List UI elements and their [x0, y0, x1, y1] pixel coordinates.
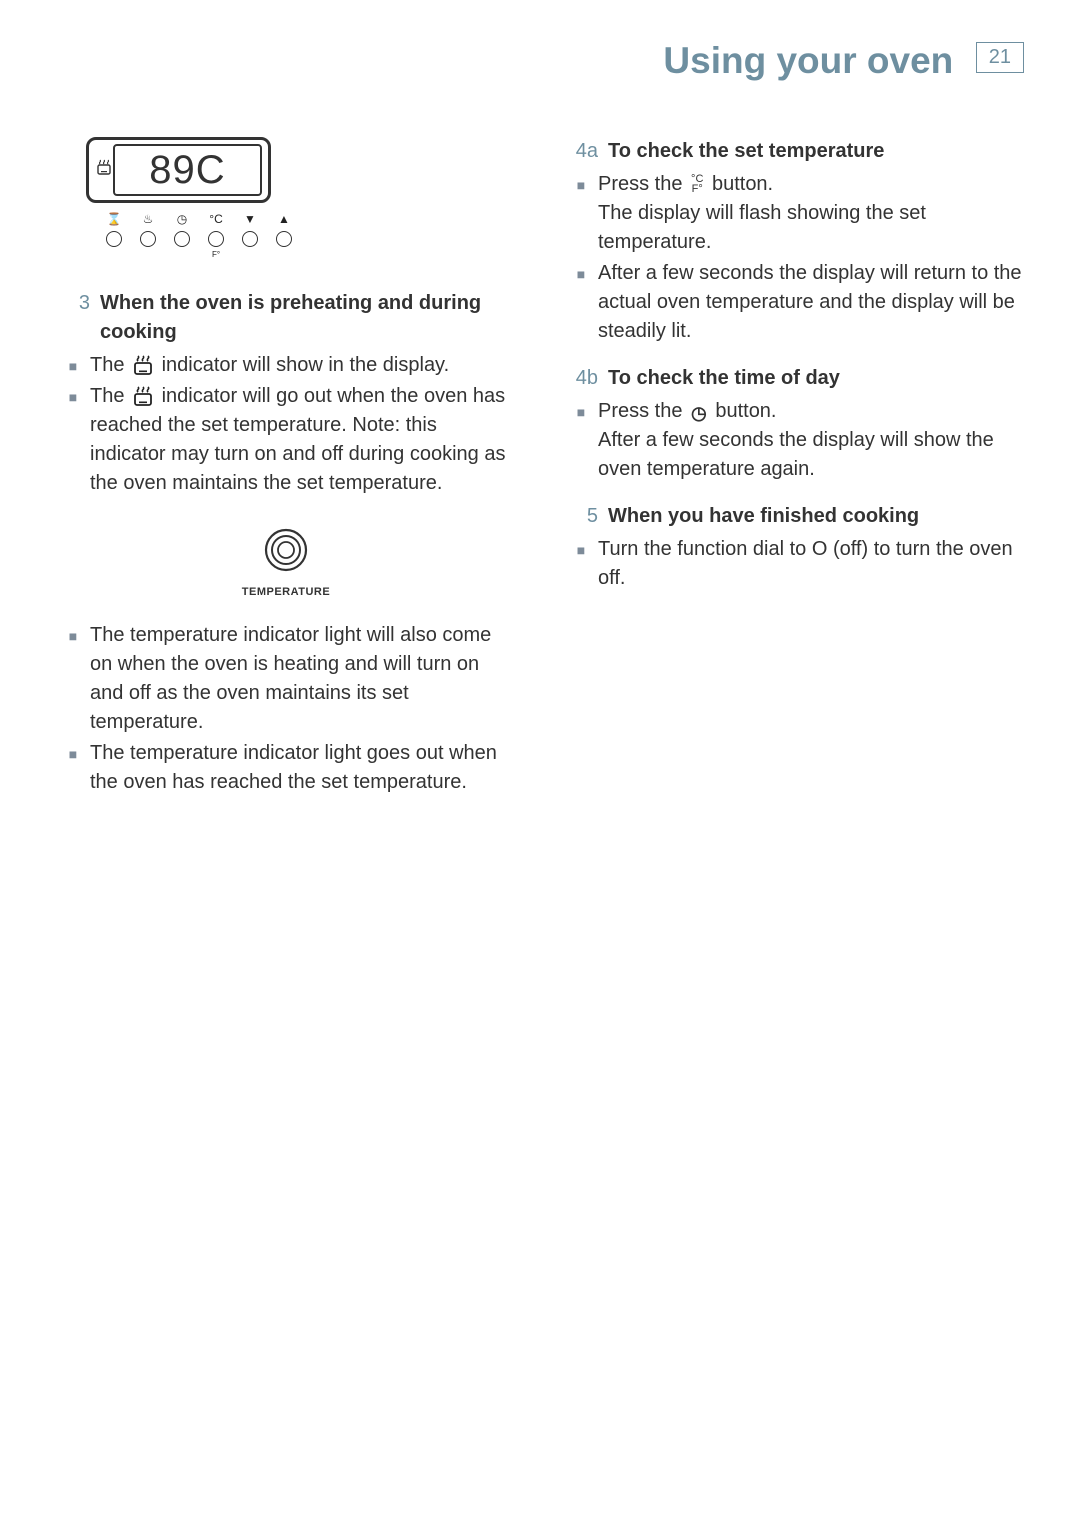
bullet-icon: ■ [56, 351, 90, 380]
section-heading: When you have finished cooking [608, 502, 919, 531]
clock-button-icon: ◷ [691, 400, 707, 426]
page-title: Using your oven [663, 40, 953, 82]
display-button-row: ⌛ ♨ ◷ °C [86, 213, 516, 259]
bullet-text: Turn the function dial to O (off) to tur… [598, 535, 1024, 593]
knob-icon [264, 528, 308, 572]
bullet-item: ■ The indicator will show in the display… [56, 351, 516, 380]
oven-indicator-icon [133, 382, 153, 411]
bullet-item: ■ After a few seconds the display will r… [564, 259, 1024, 346]
section-3-heading: 3 When the oven is preheating and during… [56, 289, 516, 347]
down-icon: ▼ [244, 213, 256, 229]
right-column: 4a To check the set temperature ■ Press … [564, 137, 1024, 799]
knob-label: TEMPERATURE [56, 585, 516, 601]
temp-unit-button-icon: °CF° [691, 174, 703, 194]
display-btn-clock: ◷ [172, 213, 192, 259]
display-frame: 89C [86, 137, 271, 203]
bullet-item: ■ Press the ◷ button. After a few second… [564, 397, 1024, 484]
display-heating-icon [95, 159, 113, 180]
section-5-heading: 5 When you have finished cooking [564, 502, 1024, 531]
bullet-icon: ■ [56, 739, 90, 797]
bullet-item: ■ The temperature indicator light goes o… [56, 739, 516, 797]
bullet-text: The temperature indicator light goes out… [90, 739, 516, 797]
bullet-text: The indicator will go out when the oven … [90, 382, 516, 498]
bullet-text: Press the °CF° button. The display will … [598, 170, 1024, 257]
bullet-icon: ■ [56, 382, 90, 498]
bullet-text: The indicator will show in the display. [90, 351, 516, 380]
timer-icon: ⌛ [107, 213, 122, 229]
section-heading: To check the set temperature [608, 137, 884, 166]
display-btn-timer: ⌛ [104, 213, 124, 259]
section-number: 5 [564, 502, 608, 531]
page-header: Using your oven 21 [56, 40, 1024, 82]
section-heading: When the oven is preheating and during c… [100, 289, 516, 347]
bullet-item: ■ The indicator will go out when the ove… [56, 382, 516, 498]
bullet-text: Press the ◷ button. After a few seconds … [598, 397, 1024, 484]
display-btn-up: ▲ [274, 213, 294, 259]
cf-small-icon: °C [209, 213, 222, 229]
left-column: 89C ⌛ ♨ ◷ [56, 137, 516, 799]
oven-display-diagram: 89C ⌛ ♨ ◷ [86, 137, 516, 259]
bullet-text: After a few seconds the display will ret… [598, 259, 1024, 346]
display-btn-heat: ♨ [138, 213, 158, 259]
bullet-icon: ■ [564, 535, 598, 593]
bullet-item: ■ The temperature indicator light will a… [56, 621, 516, 737]
section-number: 3 [56, 289, 100, 347]
display-btn-temp-unit: °C F° [206, 213, 226, 259]
content-columns: 89C ⌛ ♨ ◷ [56, 137, 1024, 799]
up-icon: ▲ [278, 213, 290, 229]
bullet-text: The temperature indicator light will als… [90, 621, 516, 737]
section-4a-heading: 4a To check the set temperature [564, 137, 1024, 166]
section-number: 4a [564, 137, 608, 166]
bullet-item: ■ Press the °CF° button. The display wil… [564, 170, 1024, 257]
display-value: 89C [113, 144, 262, 196]
section-heading: To check the time of day [608, 364, 840, 393]
bullet-icon: ■ [564, 170, 598, 257]
bullet-icon: ■ [564, 259, 598, 346]
temperature-knob-diagram: TEMPERATURE [56, 528, 516, 601]
oven-indicator-icon [133, 351, 153, 380]
section-number: 4b [564, 364, 608, 393]
page-number: 21 [976, 42, 1024, 73]
bullet-icon: ■ [56, 621, 90, 737]
heat-icon: ♨ [143, 213, 154, 229]
page: Using your oven 21 89C ⌛ [0, 0, 1080, 1532]
bullet-icon: ■ [564, 397, 598, 484]
bullet-item: ■ Turn the function dial to O (off) to t… [564, 535, 1024, 593]
section-4b-heading: 4b To check the time of day [564, 364, 1024, 393]
clock-small-icon: ◷ [177, 213, 187, 229]
display-btn-down: ▼ [240, 213, 260, 259]
